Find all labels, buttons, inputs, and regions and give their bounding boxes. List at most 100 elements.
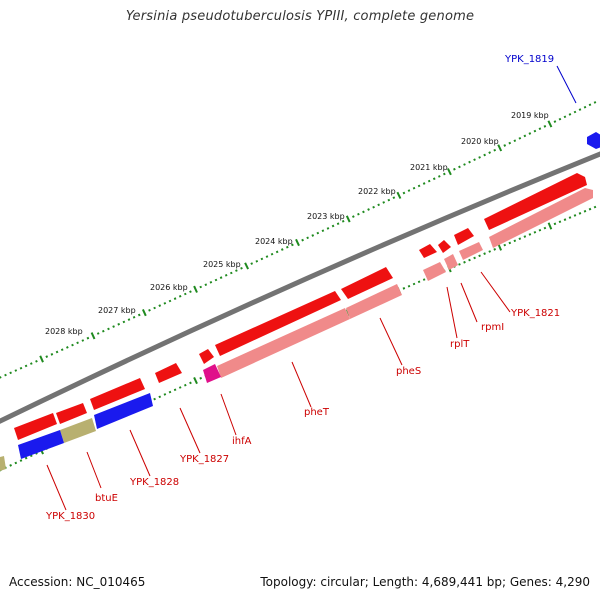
ruler-major-tick xyxy=(396,191,402,199)
ruler-minor-tick xyxy=(432,177,436,181)
ruler-minor-tick xyxy=(357,212,360,216)
ruler-minor-tick xyxy=(321,229,325,233)
ruler-minor-tick xyxy=(107,327,110,331)
gene-label-ypk1828[interactable]: YPK_1828 xyxy=(129,477,179,488)
ruler-minor-tick xyxy=(367,208,370,211)
gene-ihfA[interactable] xyxy=(199,349,214,364)
gene-small[interactable] xyxy=(419,244,437,258)
ruler-minor-tick xyxy=(417,184,421,188)
ruler-minor-tick xyxy=(468,160,471,164)
gene-rpmI-rrna[interactable] xyxy=(459,242,483,260)
gene-ypk1828-blue[interactable] xyxy=(94,393,153,429)
ruler-minor-tick xyxy=(240,266,243,270)
gene-rplT[interactable] xyxy=(438,240,451,253)
ruler-labels: 2019 kbp 2020 kbp 2021 kbp 2022 kbp 2023… xyxy=(45,111,549,336)
ruler-minor-tick xyxy=(270,252,274,256)
gene-btuE[interactable] xyxy=(56,403,87,424)
ruler-tick-label: 2021 kbp xyxy=(410,163,448,172)
gene-label-pheT[interactable]: pheT xyxy=(304,407,330,418)
gene-label-ihfA[interactable]: ihfA xyxy=(232,436,252,447)
ruler-minor-tick xyxy=(543,226,547,230)
ruler-major-tick xyxy=(244,262,250,270)
ruler-minor-tick xyxy=(402,191,406,195)
gene-pheT[interactable] xyxy=(215,291,341,356)
ruler-minor-tick xyxy=(224,273,228,277)
ruler-minor-tick xyxy=(468,258,471,262)
ruler-minor-tick xyxy=(71,343,74,347)
ruler-minor-tick xyxy=(173,297,177,300)
gene-ypk1821-rrna[interactable] xyxy=(489,188,593,248)
ruler-minor-tick xyxy=(588,103,592,107)
gene-pheT-rrna[interactable] xyxy=(217,308,350,378)
ruler-minor-tick xyxy=(306,236,309,240)
gene-pheS[interactable] xyxy=(341,267,393,299)
ruler-minor-tick xyxy=(563,115,567,119)
ruler-minor-tick xyxy=(250,262,254,265)
ruler-tick-label: 2020 kbp xyxy=(461,137,499,146)
gene-label-rpmI[interactable]: rpmI xyxy=(481,322,504,333)
gene-label-ypk1819[interactable]: YPK_1819 xyxy=(504,54,554,65)
gene-label-btuE[interactable]: btuE xyxy=(95,493,118,504)
ruler-minor-tick xyxy=(417,280,421,284)
ruler-minor-tick xyxy=(518,136,522,140)
gene-label-ypk1830[interactable]: YPK_1830 xyxy=(45,511,95,522)
ruler-minor-tick xyxy=(513,239,517,243)
gene-rpmI[interactable] xyxy=(454,228,474,245)
ruler-minor-tick xyxy=(66,346,69,349)
ruler-minor-tick xyxy=(189,290,192,294)
gene-label-rplT[interactable]: rplT xyxy=(450,339,470,350)
ruler-minor-tick xyxy=(316,231,320,235)
ruler-minor-tick xyxy=(285,245,289,249)
gene-label-ypk1821[interactable]: YPK_1821 xyxy=(510,308,560,319)
gene-ypk1819[interactable] xyxy=(587,132,600,149)
ruler-minor-tick xyxy=(473,256,476,260)
ruler-major-tick xyxy=(295,238,300,247)
gene-ypk1821[interactable] xyxy=(484,173,587,230)
ruler-minor-tick xyxy=(219,276,223,279)
gene-labels: YPK_1819 YPK_1821 rpmI rplT pheS pheT ih… xyxy=(45,54,560,522)
ruler-minor-tick xyxy=(483,153,486,157)
ruler-minor-tick xyxy=(178,294,182,298)
ruler-minor-tick xyxy=(24,456,28,460)
ruler-major-tick xyxy=(39,355,44,363)
gene-pheS-rrna[interactable] xyxy=(346,284,402,319)
ruler-minor-tick xyxy=(9,463,13,467)
gene-ypk1827[interactable] xyxy=(155,363,182,383)
ruler-minor-tick xyxy=(528,233,532,236)
gene-ypk1830-blue[interactable] xyxy=(18,430,64,459)
ruler-minor-tick xyxy=(518,237,522,241)
ruler-minor-tick xyxy=(55,350,59,354)
ruler-minor-tick xyxy=(168,390,172,394)
gene-ihfA-colored[interactable] xyxy=(203,364,221,383)
ruler-minor-tick xyxy=(199,376,203,380)
ruler-minor-tick xyxy=(24,364,28,368)
ruler-minor-tick xyxy=(29,362,33,365)
map-title: Yersinia pseudotuberculosis YPIII, compl… xyxy=(125,9,475,24)
ruler-minor-tick xyxy=(301,238,304,242)
ruler-minor-tick xyxy=(528,132,532,135)
ruler-minor-tick xyxy=(204,283,208,287)
ruler-minor-tick xyxy=(407,284,411,288)
ruler-minor-tick xyxy=(412,282,416,286)
ruler-minor-tick xyxy=(153,306,156,310)
ruler-minor-tick xyxy=(14,461,18,465)
ruler-major-tick xyxy=(141,308,147,317)
gene-small-rrna[interactable] xyxy=(423,262,446,281)
ruler-minor-tick xyxy=(158,395,162,399)
ruler-major-tick xyxy=(345,215,351,223)
ruler-minor-tick xyxy=(183,292,187,296)
ruler-minor-tick xyxy=(9,371,12,375)
ruler-minor-tick xyxy=(478,156,481,159)
ruler-minor-tick xyxy=(352,215,355,218)
ruler-minor-tick xyxy=(443,172,446,176)
gene-ypk1830[interactable] xyxy=(14,413,57,440)
gene-ypk1828[interactable] xyxy=(90,378,145,410)
ruler-tick-label: 2025 kbp xyxy=(203,260,241,269)
gene-btuE-olive[interactable] xyxy=(60,418,96,443)
ruler-minor-tick xyxy=(573,214,577,217)
gene-rplT-rrna[interactable] xyxy=(444,254,458,270)
gene-label-pheS[interactable]: pheS xyxy=(396,366,421,377)
ruler-minor-tick xyxy=(563,218,567,221)
gene-label-ypk1827[interactable]: YPK_1827 xyxy=(179,454,229,465)
ruler-minor-tick xyxy=(387,198,391,202)
